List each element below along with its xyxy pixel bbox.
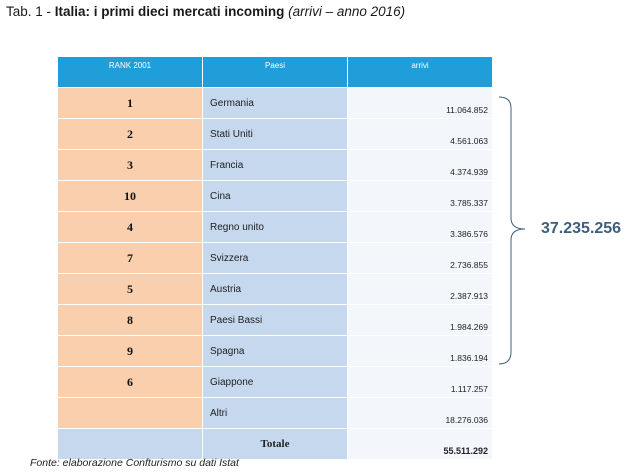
table-row: 6 Giappone 1.117.257 (57, 366, 493, 398)
incoming-markets-table: RANK 2001 Paesi arrivi 1 Germania 11.064.8… (57, 56, 493, 460)
rank-cell: 9 (57, 335, 203, 367)
caption-subtitle: (arrivi – anno 2016) (288, 4, 406, 19)
arrivals-cell: 2.736.855 (347, 242, 493, 274)
rank-cell: 3 (57, 149, 203, 181)
country-cell: Germania (202, 87, 348, 119)
arrivals-cell: 1.117.257 (347, 366, 493, 398)
source-note: Fonte: elaborazione Confturismo su dati … (30, 457, 239, 469)
country-cell: Cina (202, 180, 348, 212)
table-row: 9 Spagna 1.836.194 (57, 335, 493, 367)
arrivals-cell: 11.064.852 (347, 87, 493, 119)
country-cell: Francia (202, 149, 348, 181)
rank-cell: 6 (57, 366, 203, 398)
arrivals-cell: 1.984.269 (347, 304, 493, 336)
header-arrivi: arrivi (347, 56, 493, 88)
country-cell: Svizzera (202, 242, 348, 274)
table-row: 5 Austria 2.387.913 (57, 273, 493, 305)
country-cell: Austria (202, 273, 348, 305)
caption-prefix: Tab. 1 - (6, 4, 55, 19)
table-body: 1 Germania 11.064.852 2 Stati Uniti 4.561.063… (57, 87, 493, 460)
table-row: Altri 18.276.036 (57, 397, 493, 429)
country-cell: Paesi Bassi (202, 304, 348, 336)
table-row: 1 Germania 11.064.852 (57, 87, 493, 119)
table-row: 3 Francia 4.374.939 (57, 149, 493, 181)
arrivals-cell: 3.785.337 (347, 180, 493, 212)
rank-cell: 1 (57, 87, 203, 119)
arrivals-cell: 1.836.194 (347, 335, 493, 367)
total-label: Totale (202, 428, 348, 460)
table-row: 2 Stati Uniti 4.561.063 (57, 118, 493, 150)
rank-cell: 5 (57, 273, 203, 305)
arrivals-cell: 3.386.576 (347, 211, 493, 243)
arrivals-cell: 18.276.036 (347, 397, 493, 429)
country-cell: Stati Uniti (202, 118, 348, 150)
country-cell: Altri (202, 397, 348, 429)
total-value: 55.511.292 (347, 428, 493, 460)
caption-title: Italia: i primi dieci mercati incoming (54, 4, 285, 19)
arrivals-cell: 4.561.063 (347, 118, 493, 150)
table-row: 10 Cina 3.785.337 (57, 180, 493, 212)
country-cell: Regno unito (202, 211, 348, 243)
rank-cell (57, 397, 203, 429)
rank-cell: 10 (57, 180, 203, 212)
rank-cell: 8 (57, 304, 203, 336)
total-row: Totale 55.511.292 (57, 428, 493, 460)
rank-cell: 7 (57, 242, 203, 274)
top10-sum: 37.235.256 (541, 220, 622, 237)
total-rank-cell (57, 428, 203, 460)
country-cell: Giappone (202, 366, 348, 398)
arrivals-cell: 4.374.939 (347, 149, 493, 181)
table-row: 4 Regno unito 3.386.576 (57, 211, 493, 243)
rank-cell: 2 (57, 118, 203, 150)
header-rank: RANK 2001 (57, 56, 203, 88)
right-brace-icon (498, 96, 526, 365)
table-header-row: RANK 2001 Paesi arrivi (57, 56, 493, 88)
header-paesi: Paesi (202, 56, 348, 88)
country-cell: Spagna (202, 335, 348, 367)
table-caption: Tab. 1 - Italia: i primi dieci mercati i… (6, 4, 405, 19)
rank-cell: 4 (57, 211, 203, 243)
table-row: 7 Svizzera 2.736.855 (57, 242, 493, 274)
table-row: 8 Paesi Bassi 1.984.269 (57, 304, 493, 336)
arrivals-cell: 2.387.913 (347, 273, 493, 305)
